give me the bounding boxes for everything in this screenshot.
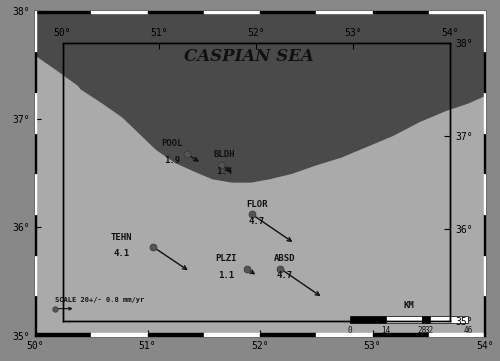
Text: 32: 32 (398, 313, 407, 322)
Text: BLDH: BLDH (214, 161, 236, 170)
Text: TEHN: TEHN (126, 232, 148, 241)
Text: 14: 14 (360, 313, 370, 322)
Text: 1.4: 1.4 (217, 177, 234, 186)
Bar (402, 305, 436, 310)
Text: 1.1: 1.1 (219, 266, 236, 275)
Text: ABSD: ABSD (267, 250, 288, 259)
Polygon shape (62, 43, 111, 141)
Bar (364, 305, 396, 310)
Text: SCALE 20+/- 0.8 mm/yr: SCALE 20+/- 0.8 mm/yr (80, 288, 169, 294)
Text: 4.7: 4.7 (270, 266, 285, 275)
Text: 4.1: 4.1 (129, 247, 145, 256)
Text: PLZI: PLZI (216, 250, 238, 259)
Bar (334, 305, 364, 310)
Text: 28: 28 (391, 313, 400, 322)
Text: 4.7: 4.7 (246, 219, 262, 229)
Text: 0: 0 (332, 313, 336, 322)
Text: 46: 46 (431, 313, 440, 322)
Text: CASPIAN SEA: CASPIAN SEA (182, 74, 312, 91)
Polygon shape (62, 43, 450, 190)
Text: 1.9: 1.9 (172, 168, 189, 177)
Bar (396, 305, 402, 310)
Text: POOL: POOL (170, 152, 192, 161)
Text: KM: KM (379, 290, 390, 299)
Text: FLOR: FLOR (242, 204, 264, 213)
